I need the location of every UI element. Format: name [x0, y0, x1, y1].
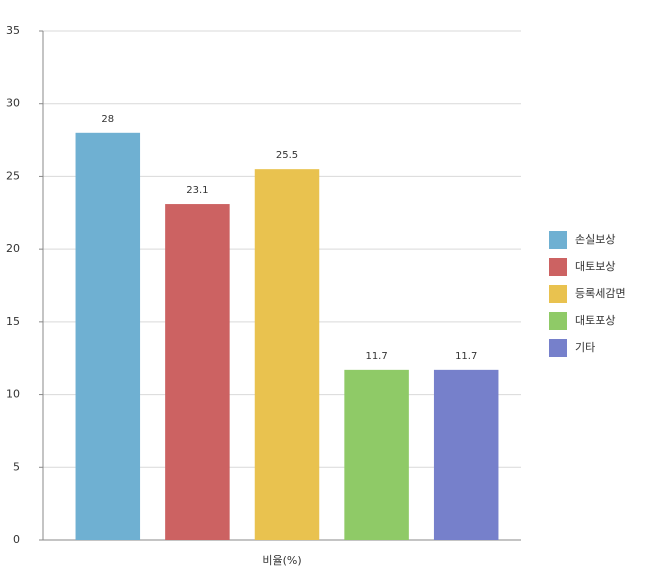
- legend-swatch: [549, 339, 567, 357]
- y-tick-label: 15: [6, 315, 20, 328]
- legend-label: 기타: [575, 341, 595, 354]
- legend-swatch: [549, 285, 567, 303]
- legend-swatch: [549, 312, 567, 330]
- value-label: 11.7: [365, 351, 387, 362]
- bar: [75, 132, 141, 541]
- value-label: 28: [101, 114, 114, 125]
- y-tick-label: 5: [13, 460, 20, 473]
- legend-swatch: [549, 231, 567, 249]
- y-tick-label: 20: [6, 242, 20, 255]
- legend-label: 손실보상: [575, 233, 615, 246]
- y-tick-label: 35: [6, 24, 20, 37]
- value-label: 25.5: [276, 150, 298, 161]
- y-tick-label: 30: [6, 97, 20, 110]
- y-tick-label: 0: [13, 533, 20, 546]
- legend-label: 대토포상: [575, 314, 615, 327]
- y-tick-label: 25: [6, 169, 20, 182]
- value-label: 23.1: [186, 185, 208, 196]
- legend-swatch: [549, 258, 567, 276]
- bar: [433, 369, 499, 540]
- legend-label: 대토보상: [575, 260, 615, 273]
- legend-label: 등록세감면: [575, 287, 626, 300]
- x-tick-label: 비율(%): [262, 554, 301, 567]
- bar: [165, 204, 230, 540]
- bar: [254, 169, 320, 540]
- value-label: 11.7: [455, 351, 477, 362]
- bar: [344, 369, 409, 540]
- y-tick-label: 10: [6, 388, 20, 401]
